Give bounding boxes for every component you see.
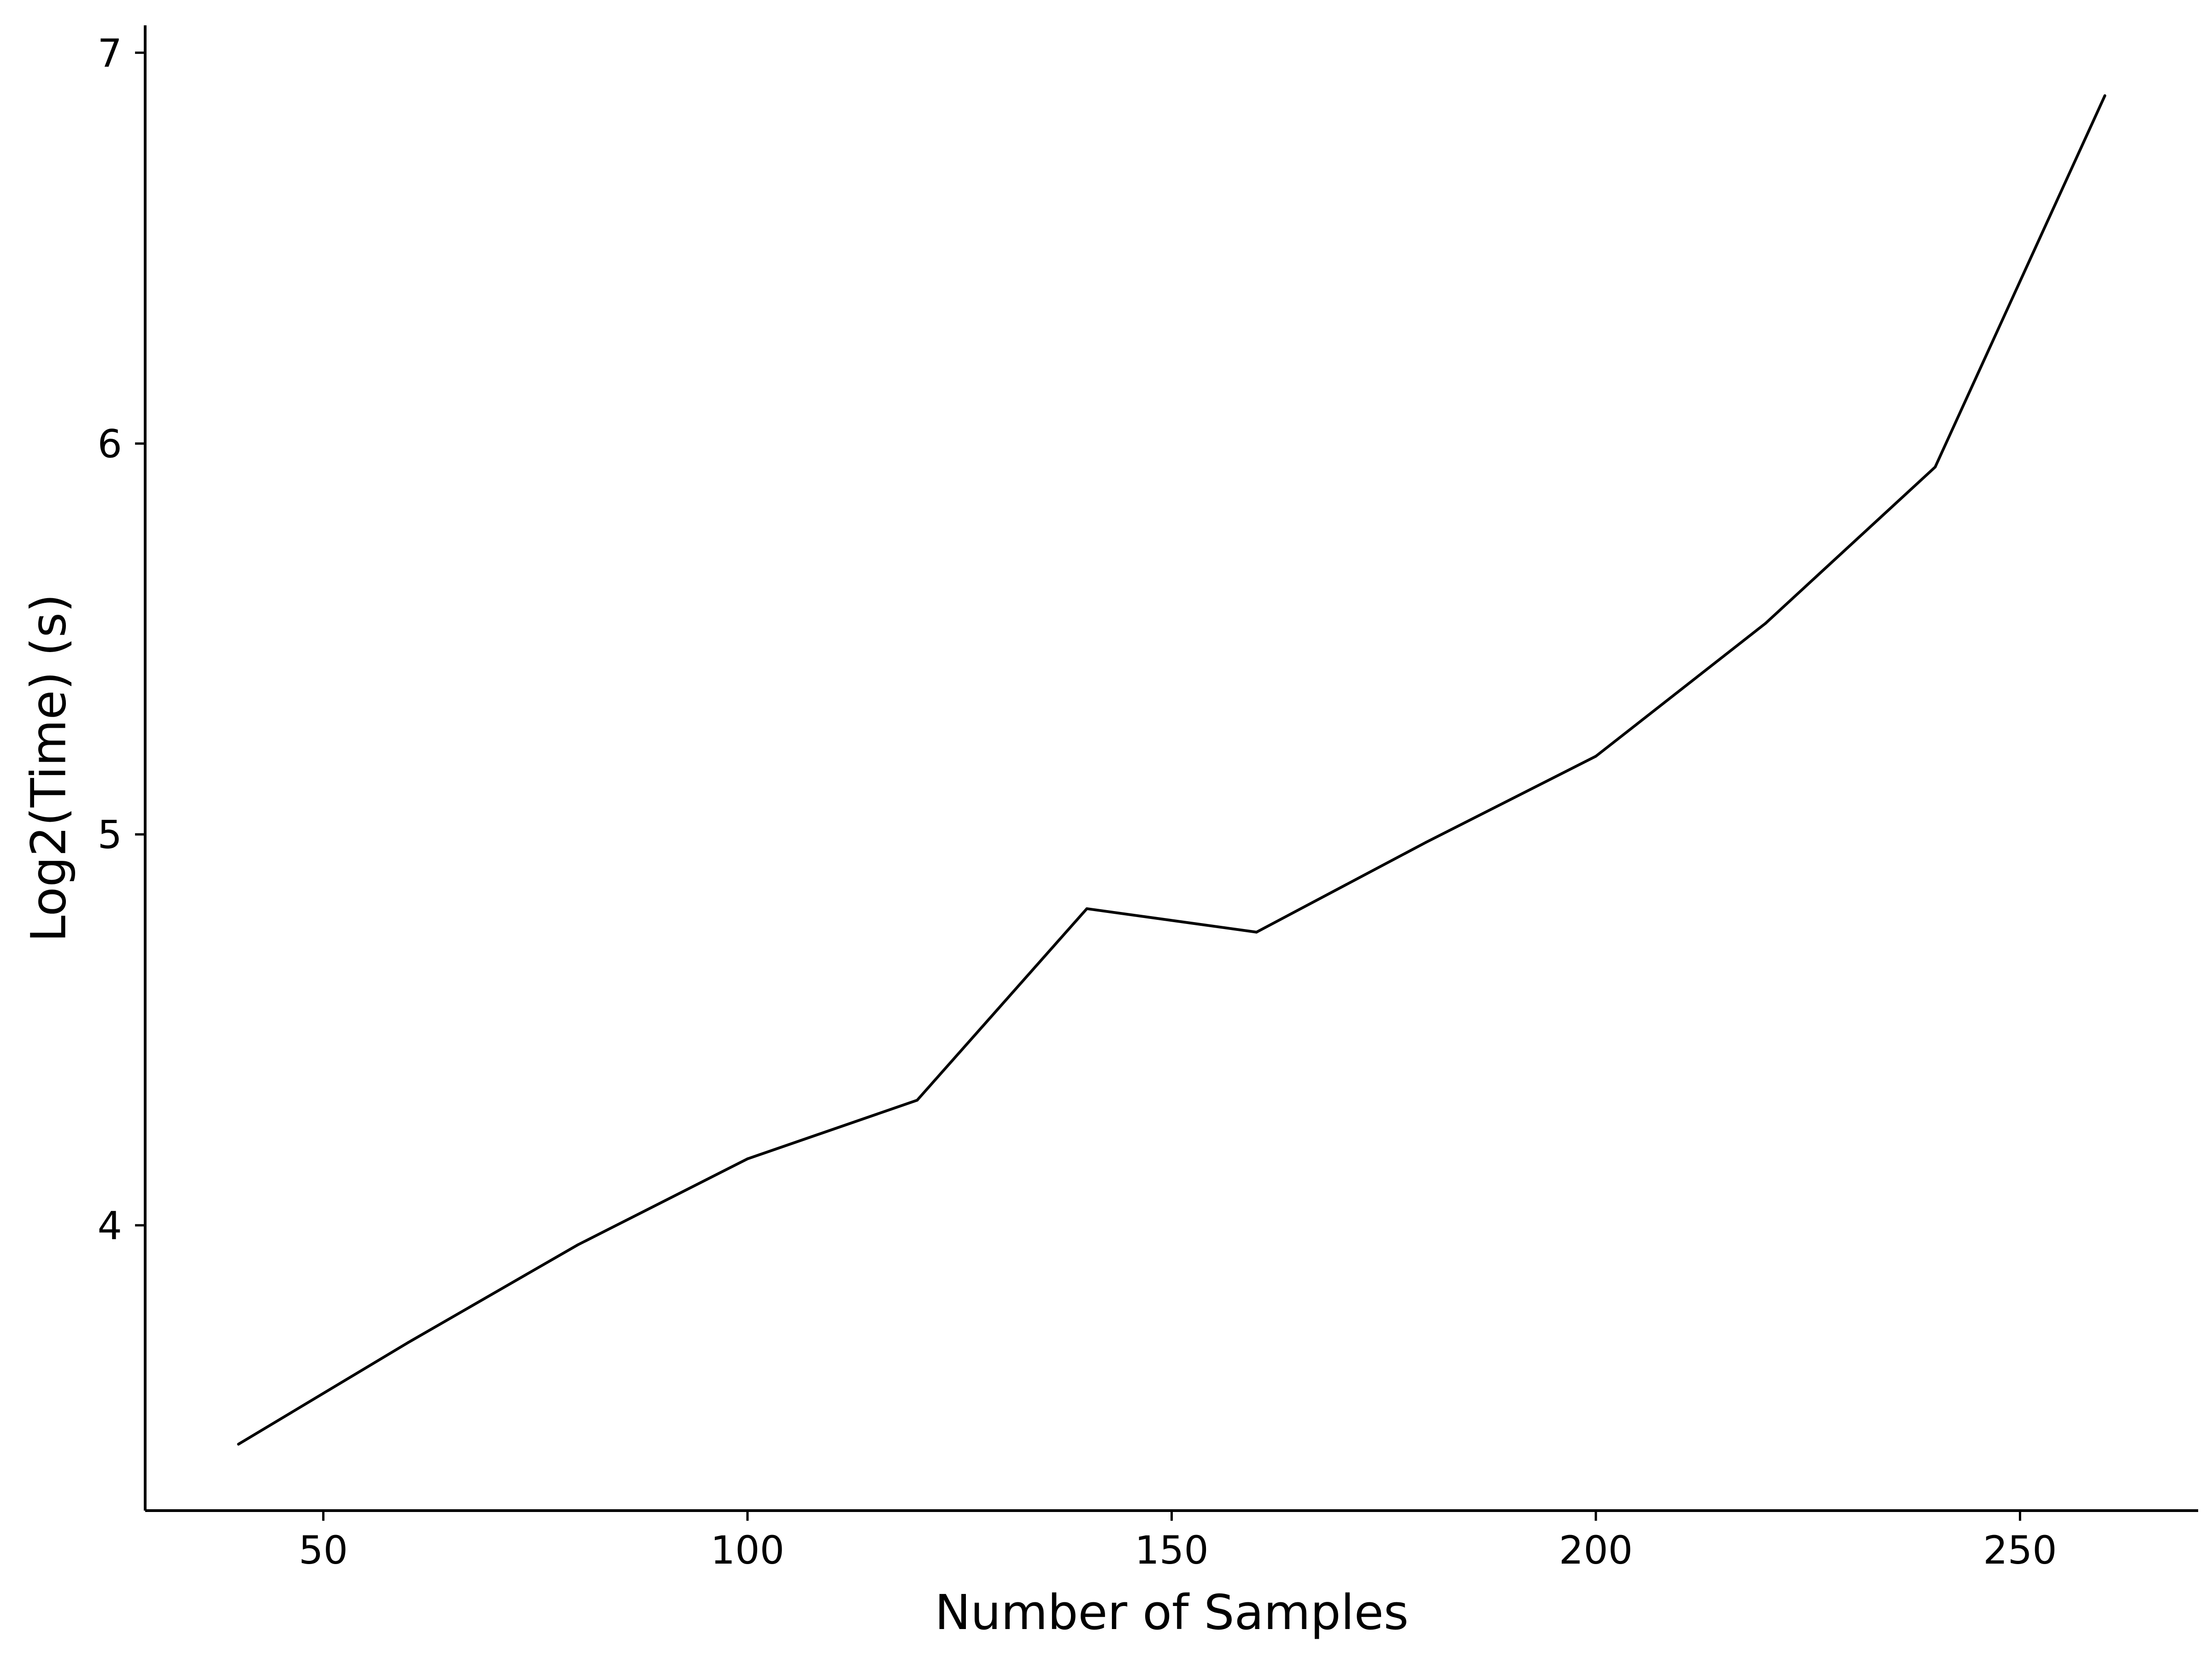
y-axis-ticks: 4 5 6 7 <box>98 30 145 1248</box>
x-tick-label: 50 <box>299 1528 348 1573</box>
data-point <box>1594 755 1597 758</box>
data-point <box>576 1243 579 1247</box>
data-point <box>1255 930 1258 934</box>
y-tick-label: 4 <box>98 1203 122 1248</box>
plot-area <box>237 94 2106 1446</box>
data-point <box>746 1157 749 1160</box>
data-point <box>406 1341 410 1344</box>
y-axis-title: Log2(Time) (s) <box>20 594 76 942</box>
y-tick-label: 6 <box>98 422 122 467</box>
y-tick-label: 5 <box>98 812 122 858</box>
data-point <box>1764 622 1767 625</box>
series-line <box>237 94 2106 1446</box>
x-tick-label: 250 <box>1983 1528 2057 1573</box>
x-tick-label: 200 <box>1559 1528 1633 1573</box>
data-point <box>2103 94 2106 97</box>
data-point <box>1424 841 1428 844</box>
y-tick-label: 7 <box>98 30 122 76</box>
data-point <box>916 1099 919 1102</box>
x-axis-ticks: 50 100 150 200 250 <box>299 1511 2057 1573</box>
x-axis-title: Number of Samples <box>935 1584 1408 1641</box>
x-tick-label: 100 <box>711 1528 784 1573</box>
data-point <box>1934 465 1937 469</box>
x-tick-label: 150 <box>1135 1528 1208 1573</box>
data-point <box>237 1442 240 1446</box>
data-point <box>1085 907 1088 910</box>
